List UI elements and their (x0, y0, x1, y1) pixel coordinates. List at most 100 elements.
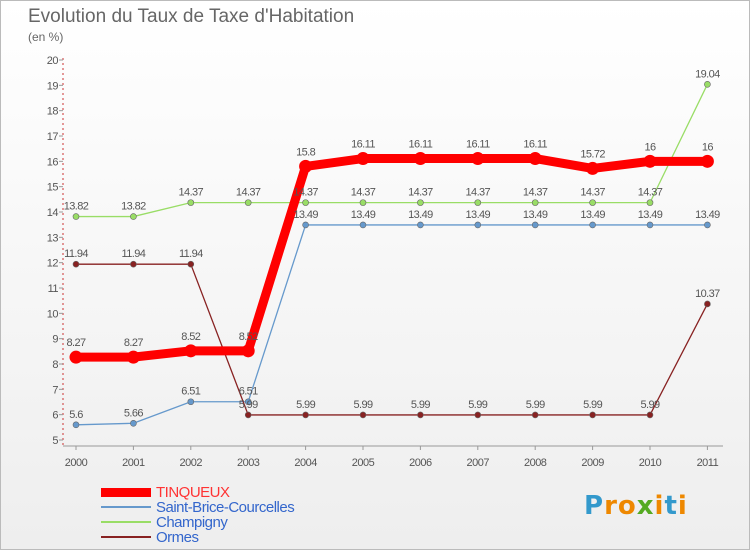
data-point-saint-brice-courcelles (704, 221, 711, 229)
data-point-champigny (244, 199, 252, 206)
data-point-champigny (417, 199, 424, 206)
data-label-saint-brice-courcelles: 13.49 (695, 209, 720, 221)
y-tick-label: 15 (47, 182, 59, 194)
data-label-tinqueux: 8.52 (239, 331, 258, 343)
data-label-champigny: 14.37 (408, 187, 433, 199)
data-label-ormes: 5.99 (583, 399, 602, 411)
data-point-ormes (589, 411, 596, 419)
y-tick-label: 9 (52, 334, 58, 346)
data-label-tinqueux: 16.11 (351, 139, 375, 151)
data-label-saint-brice-courcelles: 6.51 (239, 386, 258, 398)
data-point-champigny (359, 199, 367, 206)
data-label-saint-brice-courcelles: 13.49 (466, 209, 491, 221)
data-point-ormes (130, 260, 137, 268)
data-point-saint-brice-courcelles (589, 221, 596, 229)
data-label-champigny: 14.37 (523, 187, 548, 199)
data-label-tinqueux: 16.11 (523, 139, 547, 151)
data-label-ormes: 5.99 (239, 399, 258, 411)
legend-swatch (101, 506, 151, 508)
data-label-champigny: 14.37 (638, 187, 663, 199)
data-point-saint-brice-courcelles (302, 221, 309, 229)
data-point-saint-brice-courcelles (187, 398, 195, 406)
data-label-tinqueux: 16.11 (409, 139, 433, 151)
data-label-champigny: 13.82 (64, 201, 89, 213)
y-tick-label: 14 (47, 207, 59, 219)
chart-title: Evolution du Taux de Taxe d'Habitation (28, 6, 355, 27)
data-label-saint-brice-courcelles: 5.6 (69, 409, 83, 421)
y-tick-label: 16 (47, 156, 59, 168)
data-label-tinqueux: 8.52 (181, 331, 200, 343)
proxiti-logo: Proxiti (584, 491, 688, 521)
legend-swatch (101, 488, 151, 497)
data-label-saint-brice-courcelles: 13.49 (523, 209, 548, 221)
data-point-saint-brice-courcelles (474, 221, 482, 229)
legend-swatch (101, 536, 151, 538)
logo-letter: i (677, 491, 688, 521)
x-tick-label: 2004 (294, 457, 317, 469)
data-label-saint-brice-courcelles: 6.51 (181, 386, 200, 398)
legend-label: Ormes (156, 529, 199, 546)
y-tick-label: 8 (52, 359, 58, 371)
data-label-tinqueux: 8.27 (66, 337, 85, 349)
data-point-ormes (244, 411, 252, 419)
x-tick-label: 2009 (581, 457, 604, 469)
x-tick-label: 2010 (639, 457, 662, 469)
y-tick-label: 12 (47, 258, 59, 270)
data-label-ormes: 11.94 (64, 248, 88, 260)
data-point-ormes (417, 411, 424, 419)
data-point-saint-brice-courcelles (359, 221, 367, 229)
data-label-tinqueux: 16 (702, 141, 714, 153)
data-label-saint-brice-courcelles: 5.66 (124, 407, 143, 419)
x-tick-label: 2000 (65, 457, 88, 469)
y-tick-label: 18 (47, 106, 59, 118)
data-label-ormes: 10.37 (695, 288, 720, 300)
data-point-ormes (531, 411, 539, 419)
data-label-tinqueux: 15.72 (580, 148, 605, 160)
data-point-tinqueux (69, 350, 83, 364)
x-tick-label: 2005 (352, 457, 375, 469)
y-tick-label: 6 (52, 410, 58, 422)
data-point-ormes (72, 260, 80, 268)
x-tick-label: 2011 (697, 457, 719, 469)
x-tick-label: 2003 (237, 457, 260, 469)
data-point-ormes (359, 411, 367, 419)
x-tick-label: 2006 (409, 457, 432, 469)
data-point-tinqueux (413, 152, 427, 166)
y-tick-label: 17 (47, 131, 59, 143)
series-line-champigny (75, 83, 709, 218)
logo-letter: x (636, 491, 655, 521)
data-point-ormes (474, 411, 482, 419)
data-point-champigny (646, 199, 654, 206)
logo-letter: t (664, 491, 678, 521)
data-label-ormes: 5.99 (526, 399, 545, 411)
x-tick-label: 2008 (524, 457, 547, 469)
y-tick-label: 19 (47, 80, 59, 92)
data-point-saint-brice-courcelles (417, 221, 424, 229)
data-point-champigny (72, 213, 80, 220)
data-label-tinqueux: 15.8 (296, 146, 315, 158)
data-label-tinqueux: 16.11 (466, 139, 490, 151)
data-point-saint-brice-courcelles (646, 221, 654, 229)
data-label-champigny: 14.37 (293, 187, 318, 199)
data-label-saint-brice-courcelles: 13.49 (293, 209, 318, 221)
data-label-tinqueux: 16 (644, 141, 656, 153)
data-point-saint-brice-courcelles (72, 421, 80, 429)
logo-letter: r (604, 491, 618, 521)
data-label-ormes: 5.99 (640, 399, 659, 411)
data-point-tinqueux (241, 344, 255, 358)
data-point-tinqueux (126, 350, 140, 364)
x-tick-label: 2002 (180, 457, 203, 469)
data-point-ormes (187, 260, 195, 268)
y-tick-label: 7 (52, 384, 58, 396)
data-label-champigny: 14.37 (179, 187, 204, 199)
legend-label: Champigny (156, 514, 228, 531)
data-label-ormes: 5.99 (353, 399, 372, 411)
data-point-tinqueux (586, 161, 600, 175)
data-point-champigny (130, 213, 137, 220)
logo-letter: P (584, 491, 605, 521)
data-point-champigny (187, 199, 195, 206)
data-label-champigny: 19.04 (695, 68, 720, 80)
data-point-saint-brice-courcelles (244, 398, 252, 406)
